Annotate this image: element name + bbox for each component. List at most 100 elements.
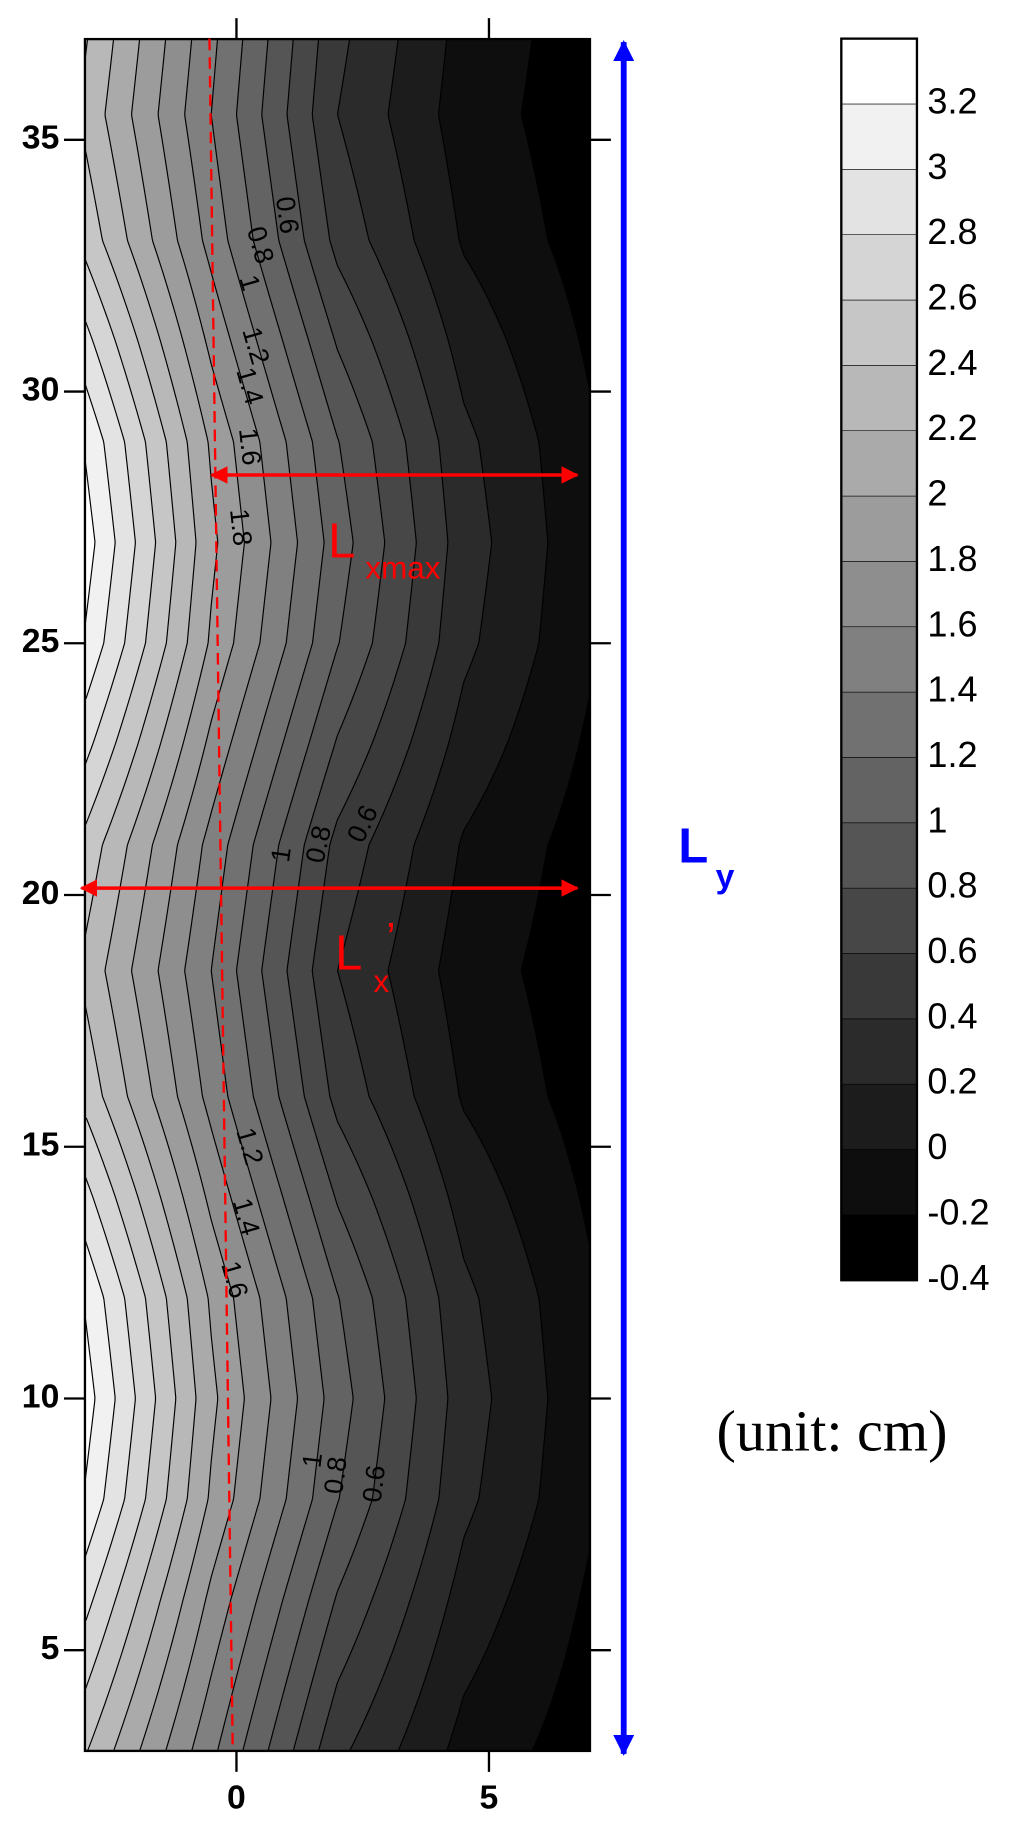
- field-cell: [321, 381, 339, 386]
- field-cell: [463, 272, 477, 278]
- field-cell: [211, 646, 233, 651]
- field-cell: [107, 611, 129, 616]
- field-cell: [84, 91, 109, 96]
- field-cell: [411, 496, 445, 501]
- field-cell: [216, 702, 243, 707]
- field-cell: [84, 747, 92, 752]
- field-cell: [244, 695, 272, 700]
- field-cell: [476, 807, 562, 812]
- field-cell: [202, 238, 212, 243]
- field-cell: [166, 440, 188, 445]
- field-cell: [375, 828, 421, 833]
- field-cell: [393, 70, 444, 75]
- field-cell: [374, 454, 408, 459]
- field-cell: [349, 510, 382, 515]
- field-cell: [322, 695, 339, 700]
- field-cell: [274, 876, 301, 882]
- field-cell: [351, 164, 401, 169]
- field-cell: [322, 185, 339, 190]
- field-cell: [309, 342, 337, 347]
- field-cell: [393, 786, 436, 791]
- field-cell: [241, 569, 269, 574]
- field-cell: [463, 189, 540, 194]
- field-cell: [168, 793, 193, 798]
- field-cell: [440, 94, 465, 100]
- field-cell: [341, 458, 376, 463]
- field-cell: [391, 126, 442, 131]
- field-cell: [84, 367, 103, 372]
- field-cell: [189, 143, 212, 149]
- field-cell: [190, 482, 212, 487]
- field-cell: [226, 758, 253, 763]
- field-cell: [449, 904, 465, 910]
- field-cell: [300, 873, 327, 878]
- field-cell: [337, 772, 360, 777]
- field-cell: [111, 510, 133, 515]
- field-cell: [305, 328, 333, 334]
- field-cell: [244, 388, 272, 393]
- field-cell: [445, 513, 465, 519]
- field-cell: [222, 196, 249, 201]
- field-cell: [313, 726, 339, 731]
- field-cell: [251, 224, 278, 229]
- field-cell: [526, 74, 591, 79]
- field-cell: [322, 189, 339, 194]
- field-cell: [338, 105, 390, 110]
- field-cell: [297, 545, 325, 550]
- field-cell: [84, 444, 105, 449]
- field-cell: [246, 185, 273, 190]
- field-cell: [410, 339, 450, 344]
- field-cell: [143, 796, 168, 801]
- field-cell: [146, 632, 168, 637]
- field-cell: [463, 618, 483, 623]
- field-cell: [93, 803, 118, 808]
- field-cell: [133, 520, 155, 526]
- field-cell: [207, 733, 212, 738]
- field-cell: [481, 461, 542, 466]
- field-cell: [264, 276, 291, 281]
- field-cell: [133, 559, 155, 564]
- field-cell: [220, 897, 247, 903]
- field-cell: [442, 482, 465, 487]
- field-cell: [164, 46, 192, 51]
- field-cell: [340, 447, 374, 452]
- field-cell: [189, 936, 212, 941]
- field-cell: [332, 835, 339, 840]
- field-cell: [134, 87, 162, 93]
- field-cell: [175, 311, 200, 316]
- field-cell: [211, 210, 225, 215]
- field-cell: [395, 60, 445, 65]
- field-cell: [114, 545, 136, 550]
- field-cell: [270, 538, 298, 543]
- field-cell: [485, 590, 545, 595]
- field-cell: [210, 723, 212, 728]
- field-cell: [463, 848, 548, 854]
- field-cell: [505, 335, 579, 341]
- field-cell: [345, 367, 383, 372]
- field-cell: [122, 650, 144, 655]
- field-cell: [113, 677, 136, 683]
- field-cell: [89, 395, 112, 400]
- field-cell: [543, 213, 591, 218]
- field-cell: [243, 168, 270, 173]
- field-cell: [289, 615, 317, 620]
- field-cell: [422, 702, 460, 707]
- field-cell: [345, 279, 389, 285]
- field-cell: [84, 496, 91, 501]
- field-cell: [463, 650, 477, 655]
- field-cell: [415, 241, 461, 246]
- field-cell: [295, 171, 322, 176]
- field-cell: [98, 789, 123, 794]
- field-cell: [133, 126, 161, 131]
- field-cell: [170, 786, 195, 791]
- field-cell: [247, 398, 275, 403]
- field-cell: [444, 583, 465, 588]
- field-cell: [185, 266, 211, 271]
- field-cell: [138, 925, 166, 930]
- field-cell: [249, 314, 277, 320]
- field-cell: [278, 238, 305, 243]
- field-cell: [168, 904, 195, 910]
- field-cell: [240, 143, 267, 149]
- field-cell: [337, 719, 344, 725]
- field-cell: [220, 901, 247, 906]
